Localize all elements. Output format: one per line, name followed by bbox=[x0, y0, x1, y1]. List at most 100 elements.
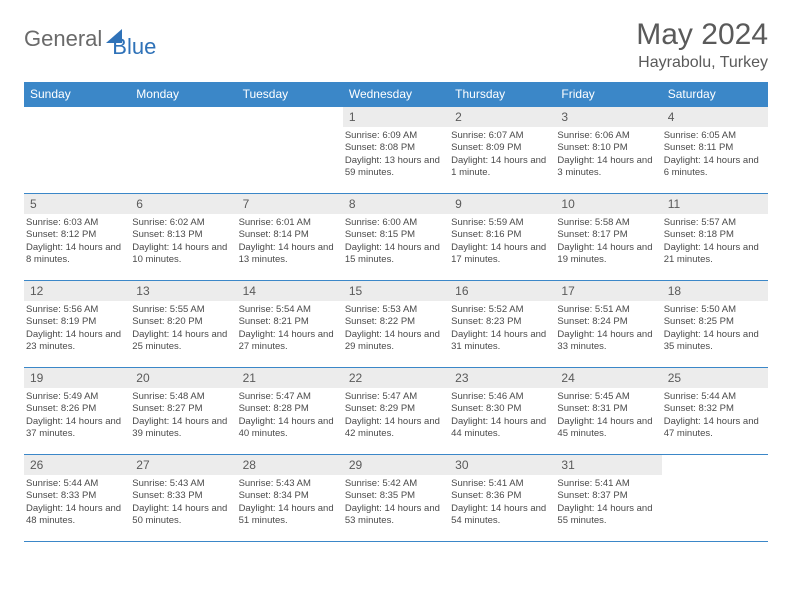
day-details: Sunrise: 5:53 AMSunset: 8:22 PMDaylight:… bbox=[343, 301, 449, 356]
day-number: 14 bbox=[237, 281, 343, 301]
calendar-day-cell: 5Sunrise: 6:03 AMSunset: 8:12 PMDaylight… bbox=[24, 194, 130, 280]
logo: General Blue bbox=[24, 18, 156, 60]
calendar-day-cell: 25Sunrise: 5:44 AMSunset: 8:32 PMDayligh… bbox=[662, 368, 768, 454]
day-details: Sunrise: 5:45 AMSunset: 8:31 PMDaylight:… bbox=[555, 388, 661, 443]
day-details: Sunrise: 5:44 AMSunset: 8:32 PMDaylight:… bbox=[662, 388, 768, 443]
day-number: 23 bbox=[449, 368, 555, 388]
page-title: May 2024 bbox=[636, 18, 768, 52]
sunrise-text: Sunrise: 5:46 AM bbox=[451, 391, 550, 403]
sunrise-text: Sunrise: 5:41 AM bbox=[557, 478, 656, 490]
sunrise-text: Sunrise: 5:45 AM bbox=[557, 391, 656, 403]
weekday-label: Monday bbox=[130, 82, 236, 106]
day-number: 7 bbox=[237, 194, 343, 214]
day-number: 8 bbox=[343, 194, 449, 214]
day-details: Sunrise: 5:50 AMSunset: 8:25 PMDaylight:… bbox=[662, 301, 768, 356]
sunrise-text: Sunrise: 5:50 AM bbox=[664, 304, 763, 316]
sunset-text: Sunset: 8:20 PM bbox=[132, 316, 231, 328]
weekday-label: Thursday bbox=[449, 82, 555, 106]
day-number: 9 bbox=[449, 194, 555, 214]
day-number: 19 bbox=[24, 368, 130, 388]
daylight-text: Daylight: 14 hours and 23 minutes. bbox=[26, 329, 125, 354]
calendar-day-cell bbox=[237, 107, 343, 193]
calendar-day-cell: 6Sunrise: 6:02 AMSunset: 8:13 PMDaylight… bbox=[130, 194, 236, 280]
day-number: 16 bbox=[449, 281, 555, 301]
sunrise-text: Sunrise: 5:54 AM bbox=[239, 304, 338, 316]
day-details: Sunrise: 6:07 AMSunset: 8:09 PMDaylight:… bbox=[449, 127, 555, 182]
calendar-weeks: 1Sunrise: 6:09 AMSunset: 8:08 PMDaylight… bbox=[24, 106, 768, 542]
calendar-day-cell: 28Sunrise: 5:43 AMSunset: 8:34 PMDayligh… bbox=[237, 455, 343, 541]
day-number: 26 bbox=[24, 455, 130, 475]
calendar-week-row: 26Sunrise: 5:44 AMSunset: 8:33 PMDayligh… bbox=[24, 454, 768, 542]
calendar-day-cell: 26Sunrise: 5:44 AMSunset: 8:33 PMDayligh… bbox=[24, 455, 130, 541]
sunrise-text: Sunrise: 6:00 AM bbox=[345, 217, 444, 229]
sunrise-text: Sunrise: 6:06 AM bbox=[557, 130, 656, 142]
calendar-day-cell bbox=[662, 455, 768, 541]
sunset-text: Sunset: 8:34 PM bbox=[239, 490, 338, 502]
daylight-text: Daylight: 14 hours and 8 minutes. bbox=[26, 242, 125, 267]
day-number: 29 bbox=[343, 455, 449, 475]
sunrise-text: Sunrise: 5:47 AM bbox=[239, 391, 338, 403]
day-number: 3 bbox=[555, 107, 661, 127]
calendar-day-cell: 20Sunrise: 5:48 AMSunset: 8:27 PMDayligh… bbox=[130, 368, 236, 454]
sunrise-text: Sunrise: 5:48 AM bbox=[132, 391, 231, 403]
sunset-text: Sunset: 8:13 PM bbox=[132, 229, 231, 241]
sunset-text: Sunset: 8:35 PM bbox=[345, 490, 444, 502]
daylight-text: Daylight: 14 hours and 44 minutes. bbox=[451, 416, 550, 441]
daylight-text: Daylight: 14 hours and 19 minutes. bbox=[557, 242, 656, 267]
calendar-day-cell: 15Sunrise: 5:53 AMSunset: 8:22 PMDayligh… bbox=[343, 281, 449, 367]
day-details: Sunrise: 5:49 AMSunset: 8:26 PMDaylight:… bbox=[24, 388, 130, 443]
calendar-day-cell: 10Sunrise: 5:58 AMSunset: 8:17 PMDayligh… bbox=[555, 194, 661, 280]
calendar-day-cell: 8Sunrise: 6:00 AMSunset: 8:15 PMDaylight… bbox=[343, 194, 449, 280]
daylight-text: Daylight: 14 hours and 53 minutes. bbox=[345, 503, 444, 528]
day-details: Sunrise: 5:58 AMSunset: 8:17 PMDaylight:… bbox=[555, 214, 661, 269]
day-number: 31 bbox=[555, 455, 661, 475]
day-details: Sunrise: 5:51 AMSunset: 8:24 PMDaylight:… bbox=[555, 301, 661, 356]
sunrise-text: Sunrise: 5:56 AM bbox=[26, 304, 125, 316]
calendar-day-cell: 3Sunrise: 6:06 AMSunset: 8:10 PMDaylight… bbox=[555, 107, 661, 193]
calendar-week-row: 19Sunrise: 5:49 AMSunset: 8:26 PMDayligh… bbox=[24, 367, 768, 454]
day-details: Sunrise: 5:55 AMSunset: 8:20 PMDaylight:… bbox=[130, 301, 236, 356]
day-number: 1 bbox=[343, 107, 449, 127]
calendar-day-cell: 9Sunrise: 5:59 AMSunset: 8:16 PMDaylight… bbox=[449, 194, 555, 280]
daylight-text: Daylight: 14 hours and 15 minutes. bbox=[345, 242, 444, 267]
sunset-text: Sunset: 8:21 PM bbox=[239, 316, 338, 328]
calendar-day-cell: 21Sunrise: 5:47 AMSunset: 8:28 PMDayligh… bbox=[237, 368, 343, 454]
sunrise-text: Sunrise: 5:49 AM bbox=[26, 391, 125, 403]
day-details: Sunrise: 5:57 AMSunset: 8:18 PMDaylight:… bbox=[662, 214, 768, 269]
sunset-text: Sunset: 8:32 PM bbox=[664, 403, 763, 415]
logo-text-general: General bbox=[24, 26, 102, 52]
day-number: 10 bbox=[555, 194, 661, 214]
day-details: Sunrise: 6:02 AMSunset: 8:13 PMDaylight:… bbox=[130, 214, 236, 269]
day-number: 20 bbox=[130, 368, 236, 388]
calendar-day-cell: 24Sunrise: 5:45 AMSunset: 8:31 PMDayligh… bbox=[555, 368, 661, 454]
day-number: 5 bbox=[24, 194, 130, 214]
sunrise-text: Sunrise: 5:51 AM bbox=[557, 304, 656, 316]
day-details: Sunrise: 6:00 AMSunset: 8:15 PMDaylight:… bbox=[343, 214, 449, 269]
calendar-day-cell bbox=[24, 107, 130, 193]
sunset-text: Sunset: 8:09 PM bbox=[451, 142, 550, 154]
logo-text-blue: Blue bbox=[112, 34, 156, 60]
sunrise-text: Sunrise: 5:53 AM bbox=[345, 304, 444, 316]
daylight-text: Daylight: 14 hours and 13 minutes. bbox=[239, 242, 338, 267]
day-details: Sunrise: 5:41 AMSunset: 8:37 PMDaylight:… bbox=[555, 475, 661, 530]
calendar-day-cell: 18Sunrise: 5:50 AMSunset: 8:25 PMDayligh… bbox=[662, 281, 768, 367]
calendar-day-cell: 13Sunrise: 5:55 AMSunset: 8:20 PMDayligh… bbox=[130, 281, 236, 367]
sunrise-text: Sunrise: 5:44 AM bbox=[664, 391, 763, 403]
calendar-day-cell bbox=[130, 107, 236, 193]
daylight-text: Daylight: 14 hours and 35 minutes. bbox=[664, 329, 763, 354]
calendar-week-row: 1Sunrise: 6:09 AMSunset: 8:08 PMDaylight… bbox=[24, 106, 768, 193]
sunset-text: Sunset: 8:31 PM bbox=[557, 403, 656, 415]
calendar-day-cell: 23Sunrise: 5:46 AMSunset: 8:30 PMDayligh… bbox=[449, 368, 555, 454]
day-details: Sunrise: 5:52 AMSunset: 8:23 PMDaylight:… bbox=[449, 301, 555, 356]
title-block: May 2024 Hayrabolu, Turkey bbox=[636, 18, 768, 72]
calendar-week-row: 5Sunrise: 6:03 AMSunset: 8:12 PMDaylight… bbox=[24, 193, 768, 280]
day-number: 30 bbox=[449, 455, 555, 475]
day-details: Sunrise: 6:09 AMSunset: 8:08 PMDaylight:… bbox=[343, 127, 449, 182]
sunrise-text: Sunrise: 5:57 AM bbox=[664, 217, 763, 229]
calendar-day-cell: 12Sunrise: 5:56 AMSunset: 8:19 PMDayligh… bbox=[24, 281, 130, 367]
sunset-text: Sunset: 8:14 PM bbox=[239, 229, 338, 241]
sunset-text: Sunset: 8:36 PM bbox=[451, 490, 550, 502]
weekday-label: Saturday bbox=[662, 82, 768, 106]
daylight-text: Daylight: 14 hours and 48 minutes. bbox=[26, 503, 125, 528]
sunset-text: Sunset: 8:25 PM bbox=[664, 316, 763, 328]
